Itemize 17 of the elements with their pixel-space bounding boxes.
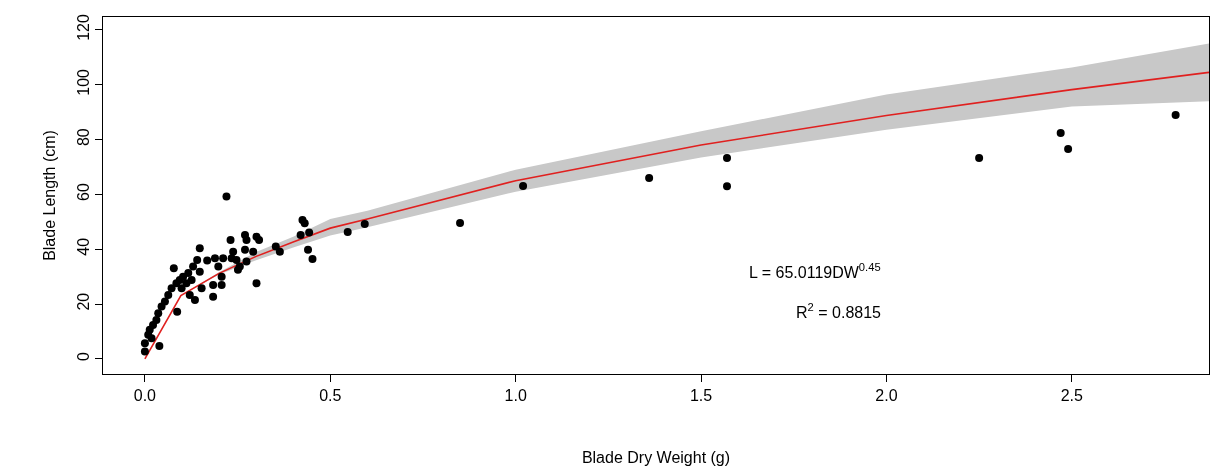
x-tick-label: 0.5 bbox=[319, 387, 342, 405]
y-tick-label: 20 bbox=[74, 292, 92, 311]
x-tick-label: 1.5 bbox=[689, 387, 713, 405]
x-tick-label: 1.0 bbox=[504, 387, 527, 405]
y-tick-label: 40 bbox=[74, 237, 92, 256]
x-tick-label: 2.5 bbox=[1060, 387, 1084, 405]
y-axis-title: Blade Length (cm) bbox=[41, 130, 59, 261]
y-tick-label: 120 bbox=[74, 14, 92, 41]
x-tick-label: 2.0 bbox=[875, 387, 898, 405]
y-tick-label: 60 bbox=[74, 183, 92, 201]
y-tick-label: 80 bbox=[74, 128, 92, 147]
y-tick-label: 100 bbox=[74, 68, 92, 96]
annotation: L = 65.0119DW$^{0.45}$ bbox=[749, 261, 881, 281]
x-axis-title: Blade Dry Weight (g) bbox=[581, 448, 731, 466]
annotation: R$^{2}$ = 0.8815 bbox=[796, 301, 882, 321]
y-tick-label: 0 bbox=[74, 351, 92, 361]
x-tick-label: 0.0 bbox=[133, 387, 157, 405]
